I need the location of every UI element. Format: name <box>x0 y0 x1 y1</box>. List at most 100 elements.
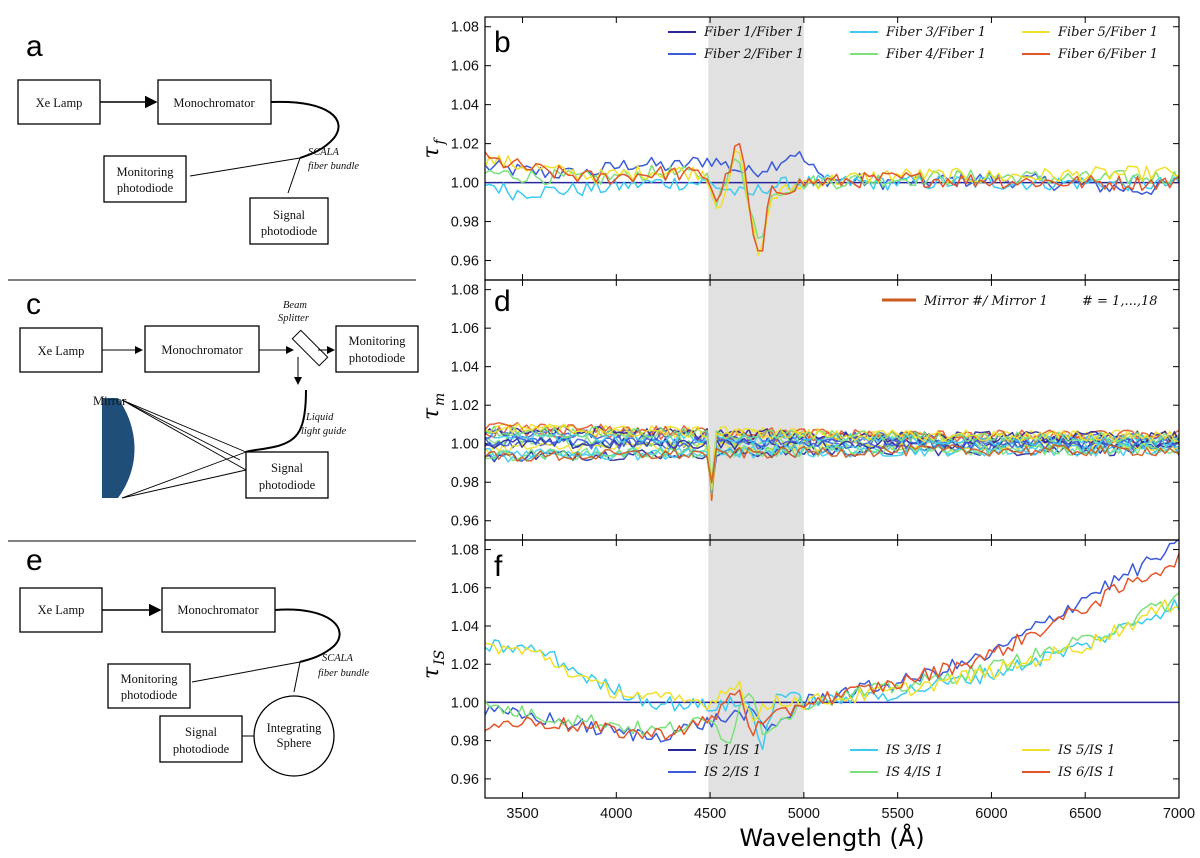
series-group-b <box>485 142 1179 257</box>
xe-lamp-label-a: Xe Lamp <box>36 96 83 110</box>
legend-label: Fiber 5/Fiber 1 <box>1057 25 1158 40</box>
series-line-4 <box>485 158 1179 240</box>
splitter-note-c1: Beam <box>283 300 307 311</box>
series-line-mirror-15 <box>485 430 1179 495</box>
guide-note-c1: Liquid <box>305 412 334 423</box>
fiber-bundle-curve-e <box>274 608 341 663</box>
liquid-light-guide <box>245 389 307 453</box>
fiber-to-monitor-a <box>189 157 301 177</box>
ytick-label: 1.02 <box>451 657 479 673</box>
xtick-label: 4000 <box>600 806 632 822</box>
series-line-3 <box>485 599 1179 751</box>
series-line-mirror-18 <box>485 443 1179 484</box>
legend-label: IS 5/IS 1 <box>1057 743 1115 758</box>
ytick-label: 1.02 <box>451 137 479 153</box>
xtick-label: 5000 <box>788 806 820 822</box>
monitoring-box-e <box>107 663 191 709</box>
ylabel-b: τ <box>419 146 444 159</box>
panel-e: e Xe Lamp Monochromator SCALA fiber bund… <box>19 544 369 777</box>
xtick-label: 7000 <box>1163 806 1195 822</box>
shaded-region-d <box>708 280 804 540</box>
ytick-label: 0.96 <box>451 254 479 270</box>
panel-letter-f: f <box>494 550 503 583</box>
panel-c: c Xe Lamp Monochromator Beam Splitter Mo… <box>19 288 419 499</box>
chart-panel-f: 0.96 0.98 1.00 1.02 1.04 1.06 1.08 3500 4000 4500… <box>419 539 1195 852</box>
axes-frame-f <box>484 539 1180 799</box>
monochromator-box-a <box>157 79 272 125</box>
signal-box-a <box>249 197 329 245</box>
ytick-label: 0.98 <box>451 215 479 231</box>
legend-label: Mirror #/ Mirror 1 <box>923 294 1048 309</box>
monitoring-label-c1: Monitoring <box>349 334 407 348</box>
panel-letter-d: d <box>494 285 511 318</box>
series-line-mirror-16 <box>485 425 1179 484</box>
mirror-rays <box>121 399 247 499</box>
signal-box-c <box>245 451 329 499</box>
mirror-shape <box>102 398 135 498</box>
fiber-to-signal-a <box>287 157 301 194</box>
monitoring-label-a1: Monitoring <box>117 165 175 179</box>
panel-letter-a: a <box>26 30 43 63</box>
signal-label-a1: Signal <box>273 208 305 222</box>
series-line-6 <box>485 552 1179 741</box>
guide-note-c2: light guide <box>301 426 347 437</box>
legend-f: IS 1/IS 1 IS 2/IS 1 IS 3/IS 1 IS 4/IS 1 IS 5… <box>668 743 1115 780</box>
ylabel-sub-b: f <box>432 137 448 146</box>
xtick-label: 6500 <box>1069 806 1101 822</box>
series-line-mirror-9 <box>485 441 1179 484</box>
legend-label: IS 2/IS 1 <box>703 765 761 780</box>
series-line-6 <box>485 142 1179 252</box>
monochromator-label-a: Monochromator <box>173 96 255 110</box>
bundle-note-a1: SCALA <box>308 147 340 158</box>
ylabel-d: τ <box>419 407 444 420</box>
ytick-label: 1.08 <box>451 20 479 36</box>
ytick-label: 0.96 <box>451 772 479 788</box>
ytick-label: 1.06 <box>451 581 479 597</box>
ytick-label: 1.06 <box>451 321 479 337</box>
series-group-f <box>485 540 1179 751</box>
legend-label: Fiber 4/Fiber 1 <box>885 47 986 62</box>
monitoring-label-e1: Monitoring <box>121 672 179 686</box>
axes-frame-d <box>484 279 1180 541</box>
series-line-3 <box>485 174 1179 201</box>
shaded-region-b <box>708 17 804 280</box>
sphere-label-e2: Sphere <box>277 736 312 750</box>
signal-label-c2: photodiode <box>259 478 316 492</box>
ytick-label: 0.96 <box>451 514 479 530</box>
panel-letter-c: c <box>26 288 41 321</box>
ytick-label: 1.00 <box>451 437 479 453</box>
signal-label-e1: Signal <box>185 725 217 739</box>
signal-label-c1: Signal <box>271 461 303 475</box>
ytick-label: 1.00 <box>451 176 479 192</box>
panel-a: a Xe Lamp Monochromator SCALA fiber bund… <box>17 30 359 245</box>
legend-label: Fiber 6/Fiber 1 <box>1057 47 1158 62</box>
legend-label: IS 1/IS 1 <box>703 743 761 758</box>
chart-panel-d: 0.96 0.98 1.00 1.02 1.04 1.06 1.08 d τm Mirror #/… <box>419 279 1180 541</box>
series-line-4 <box>485 592 1179 744</box>
bundle-note-e1: SCALA <box>322 653 354 664</box>
panel-letter-e: e <box>26 544 43 577</box>
xtick-label: 6000 <box>975 806 1007 822</box>
fiber-bundle-curve-a <box>270 100 340 159</box>
shaded-region-f <box>708 540 804 798</box>
xlabel: Wavelength (Å) <box>739 823 924 852</box>
ylabel-sub-f: IS <box>432 650 448 666</box>
ytick-label: 1.04 <box>451 619 479 635</box>
monitoring-box-a <box>103 155 187 203</box>
series-line-2 <box>485 540 1179 743</box>
ytick-label: 1.08 <box>451 543 479 559</box>
ytick-label: 0.98 <box>451 734 479 750</box>
mirror-label: Mirror <box>93 394 127 408</box>
xe-lamp-box-c <box>19 327 103 373</box>
series-line-mirror-10 <box>485 443 1179 485</box>
ylabel-f: τ <box>419 666 444 679</box>
xtick-label: 3500 <box>506 806 538 822</box>
xe-lamp-label-e: Xe Lamp <box>38 603 85 617</box>
ytick-label: 1.04 <box>451 360 479 376</box>
ylabel-sub-d: m <box>432 393 448 406</box>
series-line-mirror-17 <box>485 423 1179 491</box>
integrating-sphere <box>253 695 335 777</box>
monochromator-label-c: Monochromator <box>161 343 243 357</box>
series-line-5 <box>485 149 1179 257</box>
